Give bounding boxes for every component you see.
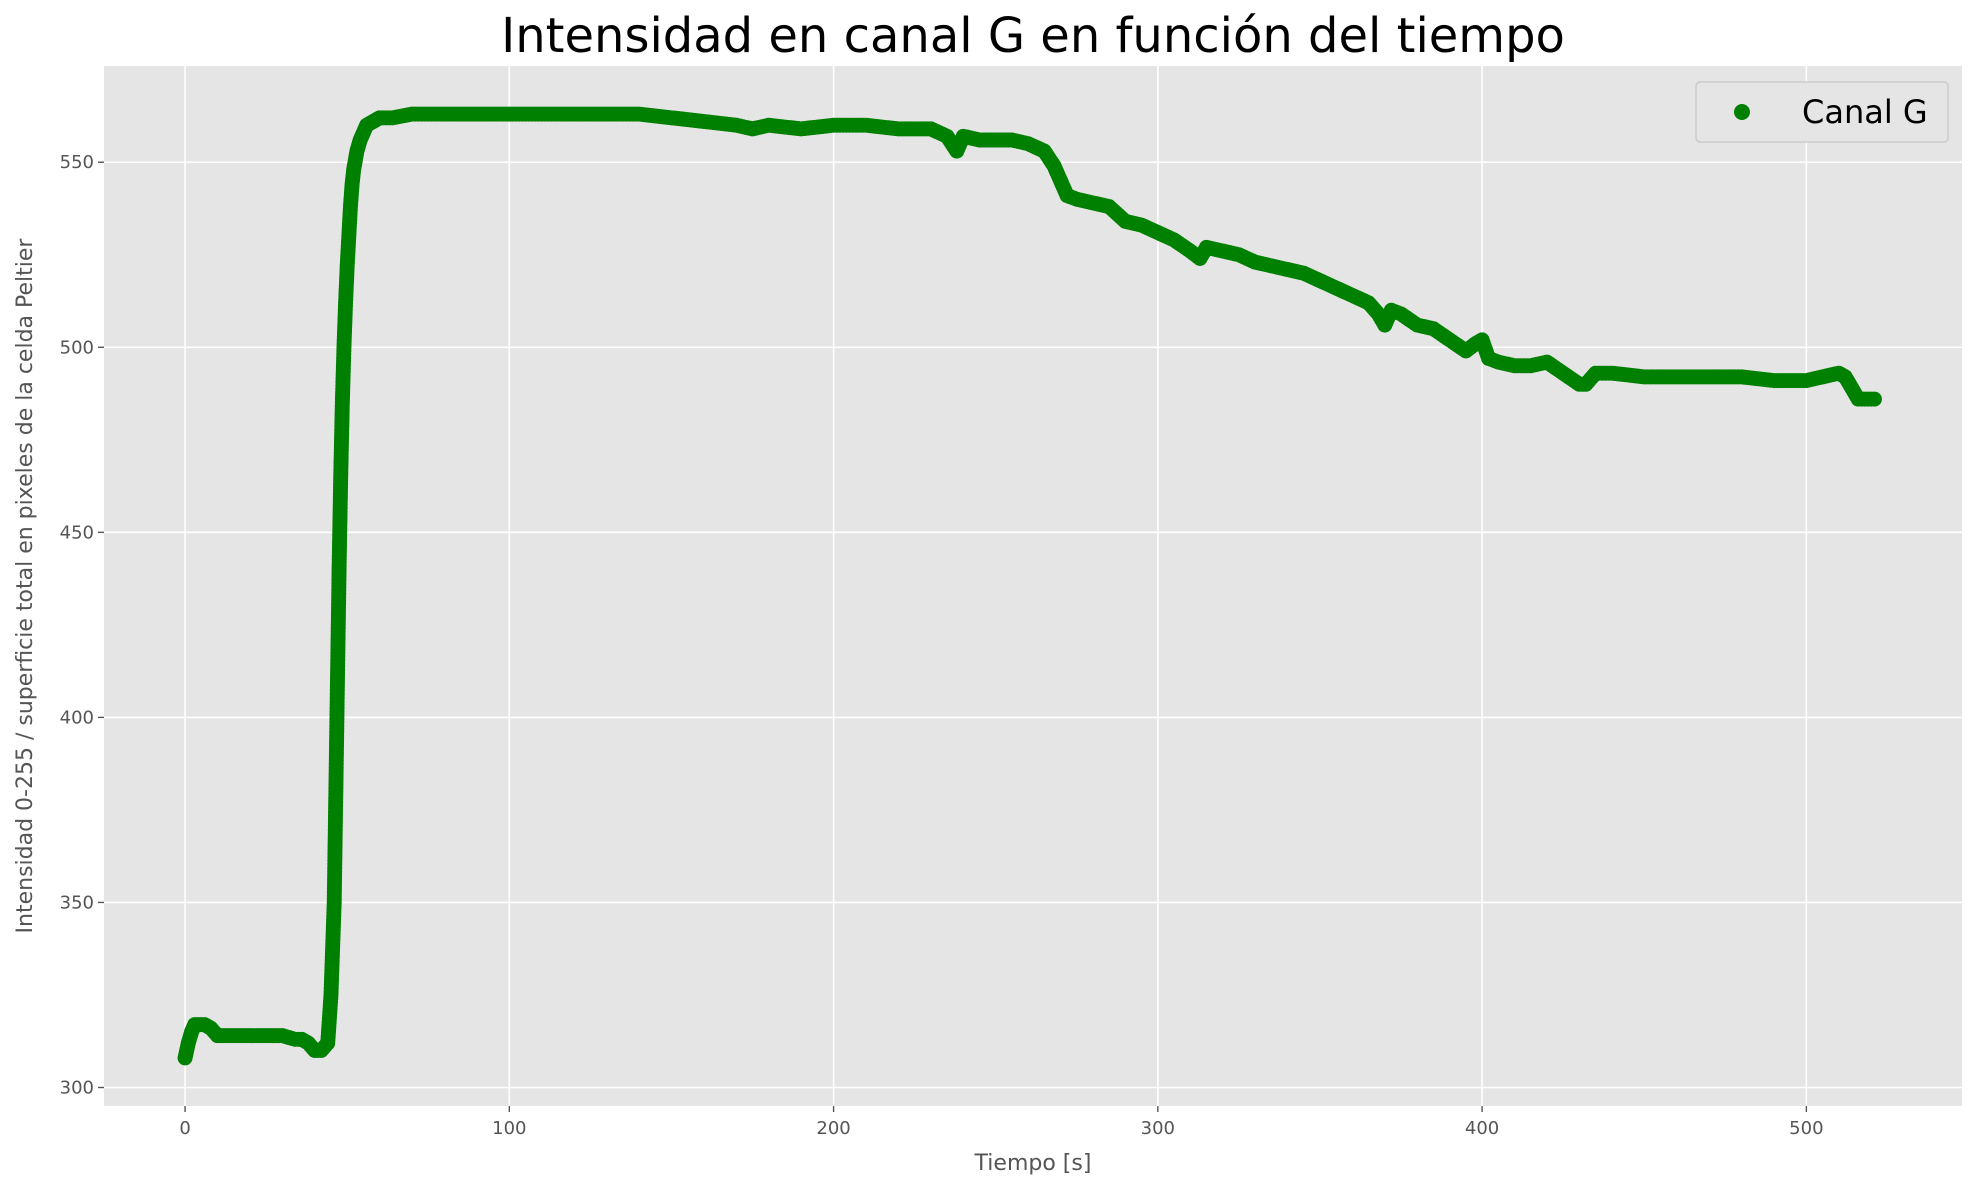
legend-box xyxy=(1695,81,1949,143)
x-tick-label: 300 xyxy=(1141,1118,1175,1139)
x-axis: 0 100 200 300 400 500 xyxy=(179,1106,1824,1139)
y-tick-label: 350 xyxy=(60,892,94,913)
x-tick-label: 400 xyxy=(1465,1118,1499,1139)
x-axis-label: Tiempo [s] xyxy=(974,1151,1092,1176)
y-tick-label: 400 xyxy=(60,707,94,728)
chart-title: Intensidad en canal G en función del tie… xyxy=(501,8,1565,64)
y-tick-label: 450 xyxy=(60,522,94,543)
legend: Canal G xyxy=(1695,81,1949,143)
grid xyxy=(104,66,1962,1106)
x-tick-label: 100 xyxy=(492,1118,526,1139)
legend-marker xyxy=(1734,104,1750,120)
legend-label: Canal G xyxy=(1802,93,1928,131)
plot-area xyxy=(104,66,1962,1106)
x-tick-label: 500 xyxy=(1789,1118,1823,1139)
y-tick-label: 550 xyxy=(60,152,94,173)
y-tick-label: 500 xyxy=(60,337,94,358)
y-axis-label: Intensidad 0-255 / superficie total en p… xyxy=(13,238,38,934)
y-tick-label: 300 xyxy=(60,1077,94,1098)
x-tick-label: 0 xyxy=(179,1118,190,1139)
y-axis: 300 350 400 450 500 550 xyxy=(60,152,104,1098)
data-points xyxy=(177,106,1882,1066)
x-tick-label: 200 xyxy=(816,1118,850,1139)
data-point xyxy=(1866,391,1882,407)
